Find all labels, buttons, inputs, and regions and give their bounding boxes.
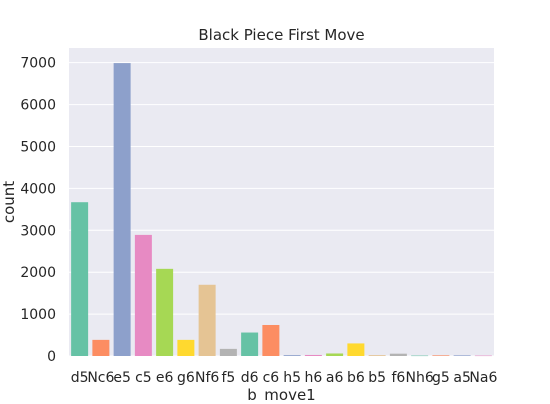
bar-c6 [262,324,280,356]
y-tick-label: 2000 [20,265,56,281]
x-tick-label: e5 [113,370,131,386]
y-tick-label: 5000 [20,139,56,155]
y-tick-label: 6000 [20,98,56,114]
bar-f6 [389,353,407,356]
x-tick-label: g5 [432,370,450,386]
y-tick-label: 3000 [20,223,56,239]
bar-nc6 [92,339,110,356]
x-tick-label: g6 [177,370,195,386]
x-tick-label: b5 [368,370,386,386]
x-tick-label: a5 [453,370,471,386]
x-tick-label: Na6 [469,370,497,386]
y-axis-label: count [0,181,18,223]
x-tick-label: c5 [135,370,152,386]
bar-d5 [71,202,89,356]
x-tick-label: d5 [71,370,89,386]
chart-title: Black Piece First Move [198,26,364,44]
x-tick-label: f5 [221,370,235,386]
x-axis-label: b_move1 [247,386,315,400]
plot-area [69,48,494,356]
bar-a5 [453,355,471,356]
bar-e5 [113,63,131,356]
bar-nf6 [198,284,216,356]
y-tick-label: 7000 [20,56,56,72]
x-tick-label: h6 [304,370,322,386]
bar-b6 [347,343,365,356]
x-tick-label: Nf6 [195,370,219,386]
x-tick-label: h5 [283,370,301,386]
x-tick-label: b6 [347,370,365,386]
y-tick-label: 1000 [20,307,56,323]
bar-nh6 [411,355,429,357]
x-tick-label: c6 [263,370,280,386]
x-tick-label: d6 [241,370,259,386]
bar-h5 [283,355,301,356]
bar-c5 [134,234,152,356]
bar-g6 [177,339,195,356]
y-tick-label: 4000 [20,181,56,197]
x-tick-label: Nc6 [87,370,114,386]
x-tick-label: Nh6 [405,370,433,386]
x-tick-label: e6 [156,370,174,386]
y-tick-labels: 0 1000 2000 3000 4000 5000 6000 7000 [20,56,56,365]
bar-e6 [156,268,174,356]
y-tick-label: 0 [47,349,56,365]
bar-a6 [326,353,344,356]
bar-h6 [304,354,322,356]
bars [71,63,492,357]
x-tick-label: a6 [326,370,344,386]
bar-f5 [219,348,237,356]
bar-d6 [241,332,259,356]
x-tick-label: f6 [391,370,405,386]
bar-na6 [474,355,492,357]
bar-g5 [432,355,450,356]
bar-b5 [368,355,386,356]
